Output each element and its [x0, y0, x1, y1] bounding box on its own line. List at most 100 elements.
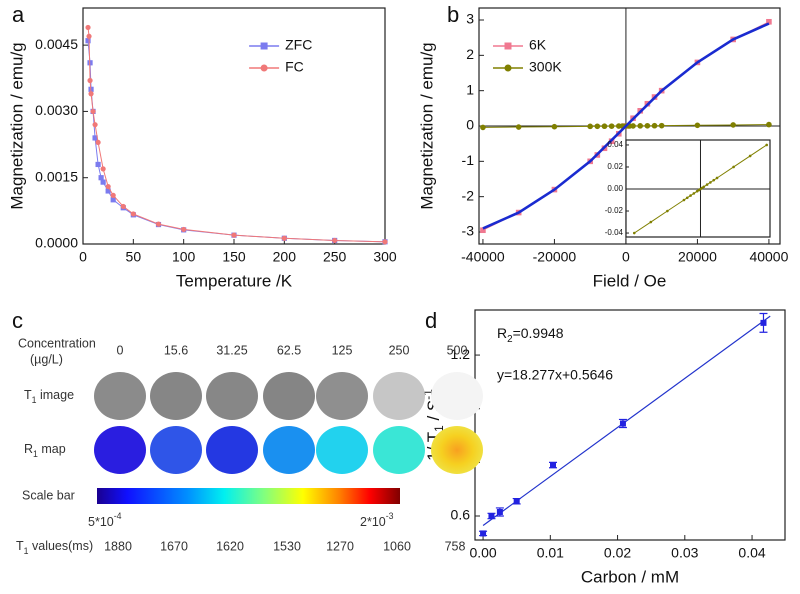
data-point	[587, 123, 593, 130]
y-tick-label: -0.04	[605, 228, 624, 237]
concentration: 250	[389, 343, 410, 357]
data-point	[90, 108, 96, 115]
data-point	[260, 64, 268, 72]
series-line	[87, 27, 386, 243]
data-point	[619, 420, 626, 427]
data-point	[760, 319, 767, 326]
data-point	[766, 121, 772, 128]
x-tick-label: 0.03	[671, 545, 698, 561]
text-part: values(ms)	[29, 539, 94, 553]
r1-map	[373, 426, 425, 474]
data-point	[705, 183, 709, 186]
y-tick-label: -0.02	[605, 206, 624, 215]
plot-frame	[474, 309, 786, 541]
text-part: 1	[24, 546, 29, 556]
data-point	[515, 124, 522, 130]
y-tick-label: 3	[466, 11, 474, 27]
panel-label: c	[12, 308, 23, 333]
data-point	[651, 122, 658, 129]
data-point	[666, 209, 669, 213]
data-point	[694, 122, 701, 129]
r1-map	[263, 426, 315, 474]
data-point	[95, 139, 101, 145]
text-part: -1	[421, 389, 435, 400]
x-tick-label: 0.02	[604, 545, 631, 561]
data-point	[87, 77, 93, 84]
y-tick-label: 0.00	[607, 184, 623, 193]
x-tick-label: 250	[323, 249, 347, 265]
data-point	[732, 165, 735, 169]
data-point	[382, 239, 388, 245]
t1-value: 1880	[104, 539, 132, 553]
data-point	[702, 185, 706, 189]
data-point	[765, 143, 768, 147]
x-tick-label: 150	[222, 249, 246, 265]
concentration: 0	[117, 343, 124, 357]
data-point	[88, 91, 94, 97]
data-point	[480, 124, 486, 131]
legend-label: 300K	[529, 59, 562, 75]
text-part: 1	[33, 449, 38, 459]
data-point	[496, 508, 503, 515]
scale-max: 2*10-3	[360, 511, 394, 529]
data-point	[332, 237, 338, 244]
text-part: 1	[432, 425, 446, 432]
data-point	[608, 123, 615, 129]
t1-image	[316, 372, 368, 420]
data-point	[260, 42, 268, 50]
concentration: 62.5	[277, 343, 301, 357]
text-part: map	[38, 442, 66, 456]
data-point	[766, 18, 772, 25]
text-part: 1	[32, 395, 37, 405]
data-point	[100, 166, 106, 172]
y-tick-label: 0	[466, 117, 474, 133]
data-point	[658, 122, 665, 129]
data-point	[649, 220, 653, 224]
y-tick-label: 0.6	[451, 507, 471, 523]
t1-value: 1530	[273, 539, 301, 553]
data-point	[685, 196, 689, 200]
text-part: =0.9948	[513, 325, 564, 341]
r1-map	[431, 426, 483, 474]
t1-value: 1270	[326, 539, 354, 553]
legend-label: 6K	[529, 37, 547, 53]
x-tick-label: 0	[79, 249, 87, 265]
t1-image	[94, 372, 146, 420]
y-tick-label: -2	[462, 187, 475, 203]
x-tick-label: -20000	[533, 249, 577, 265]
text-part: T	[16, 539, 24, 553]
text-part: -4	[114, 511, 122, 521]
x-tick-label: 300	[373, 249, 397, 265]
text-part: 2*10	[360, 515, 386, 529]
t1-value: 1620	[216, 539, 244, 553]
x-tick-label: 100	[172, 249, 196, 265]
text-part: 5*10	[88, 515, 114, 529]
data-point	[95, 161, 101, 168]
x-axis-label: Temperature /K	[176, 271, 293, 290]
data-point	[85, 38, 91, 44]
data-point	[85, 24, 91, 31]
scale-bar	[97, 488, 400, 504]
y-tick-label: 0.04	[607, 140, 623, 149]
data-point	[504, 42, 512, 50]
x-axis-label: Carbon / mM	[581, 567, 679, 586]
data-point	[644, 122, 651, 129]
data-point	[637, 123, 644, 129]
data-point	[601, 123, 608, 130]
annotation: R2=0.9948	[497, 325, 564, 345]
x-axis-label: Field / Oe	[593, 271, 667, 290]
panel-label: a	[12, 2, 25, 27]
data-point	[748, 154, 752, 158]
data-point	[480, 227, 486, 234]
t1-value: 1060	[383, 539, 411, 553]
r1-map	[206, 426, 258, 474]
data-point	[630, 123, 636, 129]
data-point	[480, 530, 487, 537]
t1-value: 758	[445, 539, 466, 553]
y-tick-label: 1	[466, 81, 474, 97]
fit-line	[482, 315, 771, 526]
r1-map	[94, 426, 146, 474]
data-point	[110, 197, 116, 203]
data-point	[181, 226, 187, 233]
